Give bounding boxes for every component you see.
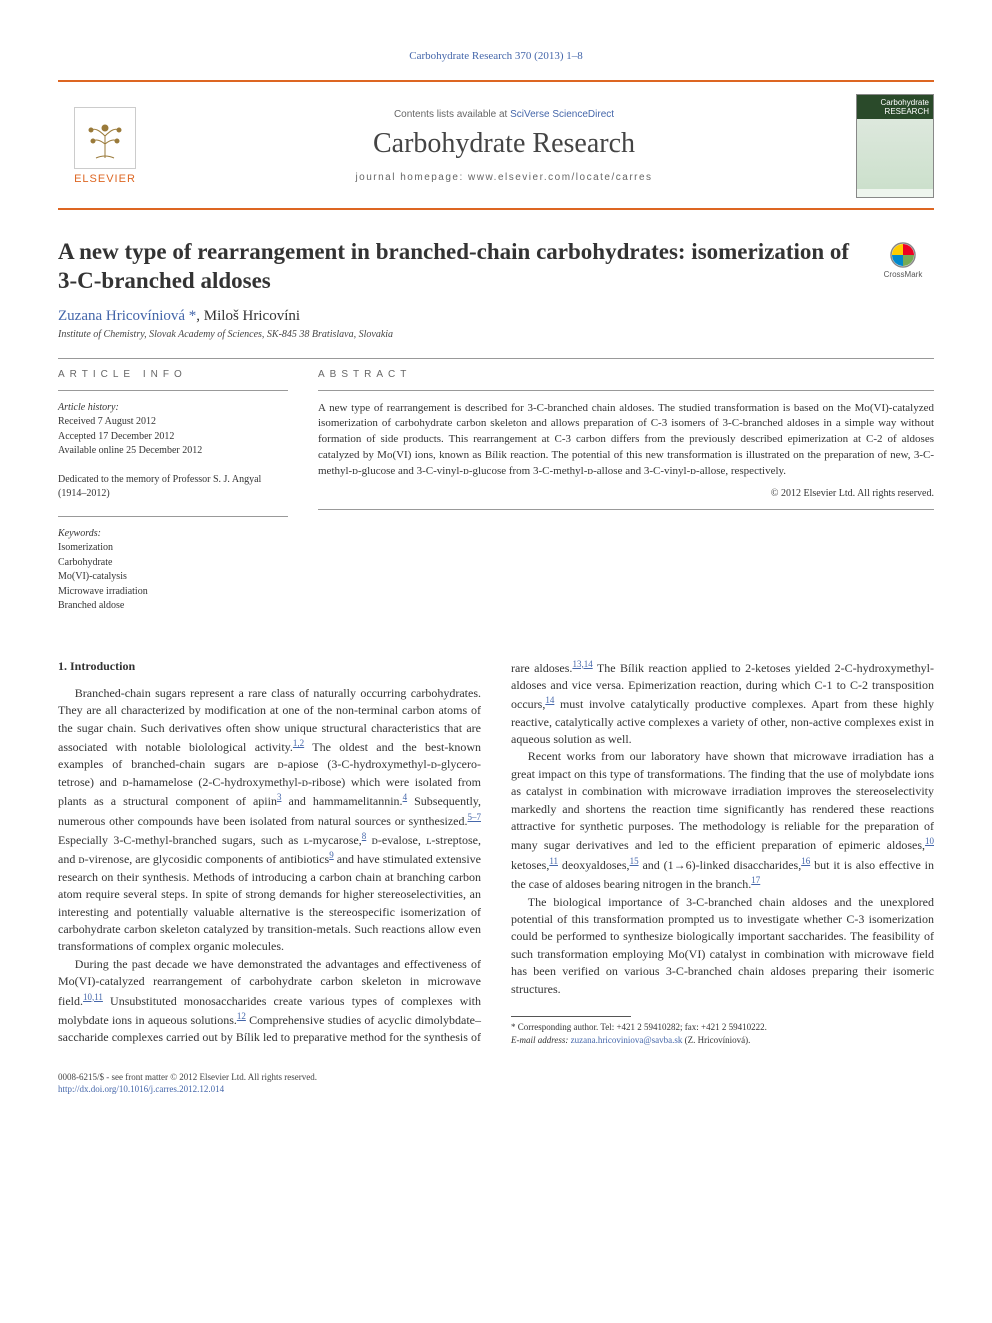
ref-link[interactable]: 16 <box>801 856 810 866</box>
footnote-rule <box>511 1016 631 1017</box>
para: Recent works from our laboratory have sh… <box>511 748 934 893</box>
dedication: Dedicated to the memory of Professor S. … <box>58 473 288 502</box>
corr-author-note: * Corresponding author. Tel: +421 2 5941… <box>511 1021 934 1034</box>
divider <box>58 358 934 359</box>
running-head: Carbohydrate Research 370 (2013) 1–8 <box>58 50 934 62</box>
ref-link[interactable]: 13,14 <box>572 659 592 669</box>
online-date: Available online 25 December 2012 <box>58 444 288 459</box>
abstract-column: ABSTRACT A new type of rearrangement is … <box>318 369 934 628</box>
page-footer: 0008-6215/$ - see front matter © 2012 El… <box>58 1071 934 1096</box>
author-email-link[interactable]: zuzana.hricoviniova@savba.sk <box>571 1035 683 1045</box>
journal-title: Carbohydrate Research <box>152 128 856 160</box>
keywords-label: Keywords: <box>58 527 288 542</box>
cover-word1: Carbohydrate <box>861 98 929 107</box>
received-date: Received 7 August 2012 <box>58 415 288 430</box>
ref-link[interactable]: 15 <box>630 856 639 866</box>
crossmark-icon <box>890 242 916 268</box>
accepted-date: Accepted 17 December 2012 <box>58 430 288 445</box>
crossmark-badge[interactable]: CrossMark <box>872 242 934 279</box>
contents-pre: Contents lists available at <box>394 109 510 120</box>
front-matter-line: 0008-6215/$ - see front matter © 2012 El… <box>58 1071 934 1084</box>
elsevier-tree-icon <box>74 107 136 169</box>
footnotes: * Corresponding author. Tel: +421 2 5941… <box>511 1021 934 1046</box>
abstract-copyright: © 2012 Elsevier Ltd. All rights reserved… <box>318 488 934 499</box>
keyword: Microwave irradiation <box>58 585 288 600</box>
keyword: Isomerization <box>58 541 288 556</box>
ref-link[interactable]: 5–7 <box>468 812 482 822</box>
contents-available: Contents lists available at SciVerse Sci… <box>152 109 856 120</box>
para: The biological importance of 3-C-branche… <box>511 894 934 998</box>
keywords-block: Keywords: Isomerization Carbohydrate Mo(… <box>58 527 288 614</box>
keyword: Branched aldose <box>58 599 288 614</box>
journal-homepage: journal homepage: www.elsevier.com/locat… <box>152 172 856 183</box>
ref-link[interactable]: 1,2 <box>293 738 304 748</box>
ref-link[interactable]: 12 <box>237 1011 246 1021</box>
abstract-text: A new type of rearrangement is described… <box>318 401 934 481</box>
ref-link[interactable]: 14 <box>545 695 554 705</box>
author-link-1[interactable]: Zuzana Hricovíniová <box>58 308 185 324</box>
ref-link[interactable]: 17 <box>751 875 760 885</box>
divider <box>58 390 288 391</box>
publisher-name: ELSEVIER <box>58 173 152 185</box>
section-heading: 1. Introduction <box>58 658 481 675</box>
article-info-column: ARTICLE INFO Article history: Received 7… <box>58 369 288 628</box>
publisher-block: ELSEVIER <box>58 107 152 185</box>
ref-link[interactable]: 10,11 <box>83 992 103 1002</box>
keyword: Mo(VI)-catalysis <box>58 570 288 585</box>
divider <box>58 516 288 517</box>
ref-link[interactable]: 11 <box>549 856 558 866</box>
masthead-center: Contents lists available at SciVerse Sci… <box>152 109 856 183</box>
corr-author-marker[interactable]: * <box>189 308 197 324</box>
affiliation: Institute of Chemistry, Slovak Academy o… <box>58 329 934 340</box>
body-text: 1. Introduction Branched-chain sugars re… <box>58 658 934 1047</box>
article-history: Article history: Received 7 August 2012 … <box>58 401 288 459</box>
para: Branched-chain sugars represent a rare c… <box>58 685 481 956</box>
history-label: Article history: <box>58 401 288 416</box>
authors: Zuzana Hricovíniová *, Miloš Hricovíni <box>58 308 934 325</box>
abstract-head: ABSTRACT <box>318 369 934 380</box>
doi-link[interactable]: http://dx.doi.org/10.1016/j.carres.2012.… <box>58 1084 224 1094</box>
article-info-head: ARTICLE INFO <box>58 369 288 380</box>
divider <box>318 390 934 391</box>
masthead: ELSEVIER Contents lists available at Sci… <box>58 80 934 210</box>
keyword: Carbohydrate <box>58 556 288 571</box>
scidirect-link[interactable]: SciVerse ScienceDirect <box>510 109 614 120</box>
crossmark-label: CrossMark <box>872 270 934 279</box>
article-title: A new type of rearrangement in branched-… <box>58 238 852 296</box>
cover-word2: RESEARCH <box>861 107 929 116</box>
ref-link[interactable]: 10 <box>925 836 934 846</box>
journal-cover-thumb: Carbohydrate RESEARCH <box>856 94 934 198</box>
divider <box>318 509 934 510</box>
email-note: E-mail address: zuzana.hricoviniova@savb… <box>511 1034 934 1047</box>
